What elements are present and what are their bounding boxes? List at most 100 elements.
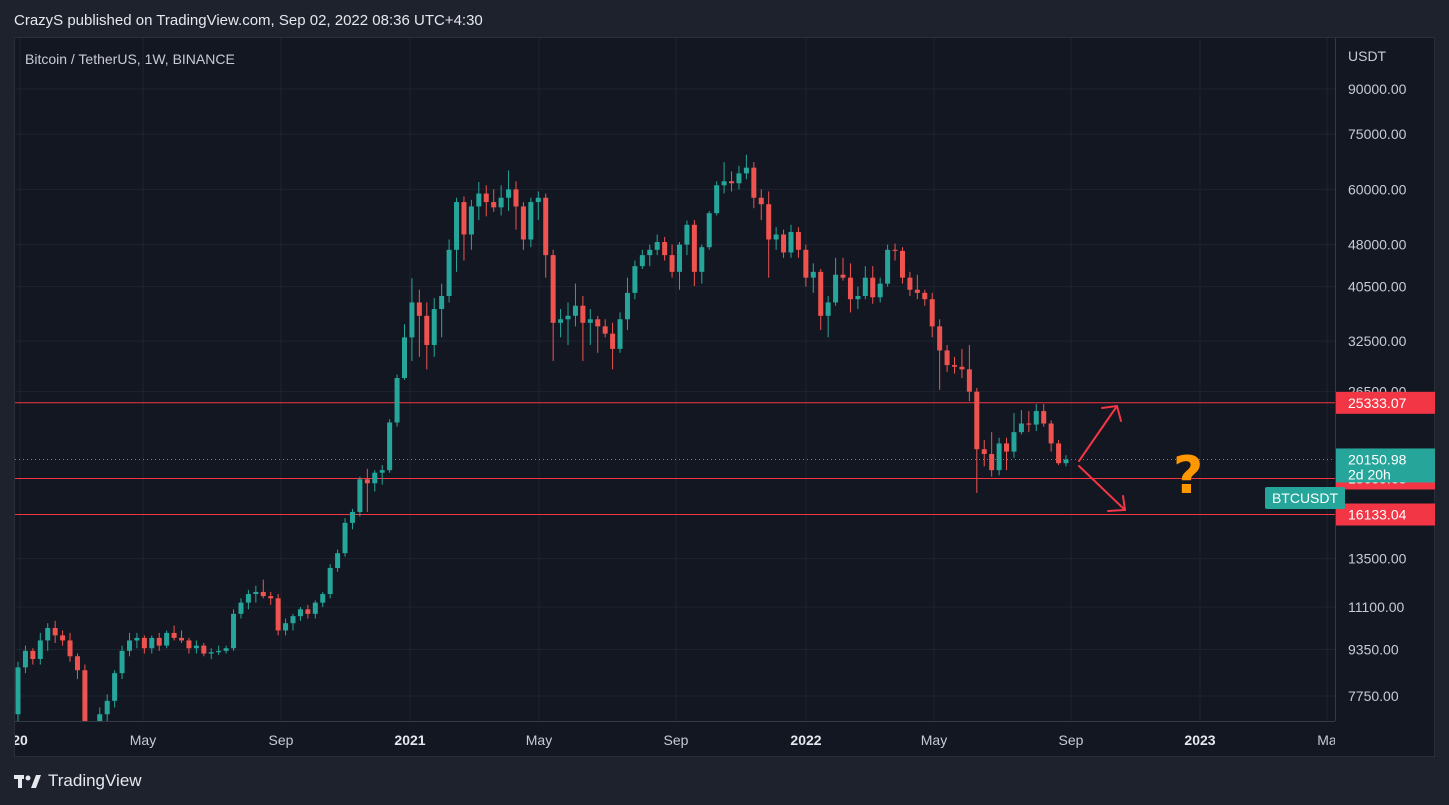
time-axis[interactable]: 20 May Sep 2021 May Sep 2022 May Sep 2023 Ma (15, 721, 1335, 756)
candle-body (922, 292, 928, 300)
candle-down (461, 196, 467, 261)
candle-up (149, 635, 155, 654)
candle-down (60, 630, 66, 646)
candle-body (743, 167, 749, 174)
candle-body (327, 567, 333, 595)
time-tick-label: Sep (664, 732, 689, 748)
candle-body (1011, 432, 1017, 452)
candle-down (966, 344, 972, 402)
price-tick-label: 32500.00 (1348, 333, 1407, 349)
candle-body (974, 391, 980, 450)
candle-body (595, 319, 601, 327)
candle-up (290, 613, 296, 631)
candle-body (238, 602, 244, 614)
candle-body (461, 202, 467, 235)
price-tick-label: 7750.00 (1348, 688, 1399, 704)
level-price-tag (1336, 503, 1435, 526)
candle-down (959, 348, 965, 379)
time-tick-label: Sep (1059, 732, 1084, 748)
price-tick-label: 75000.00 (1348, 126, 1407, 142)
candle-body (104, 700, 110, 715)
candle-down (914, 274, 920, 300)
candle-down (818, 268, 824, 330)
candle-down (305, 604, 311, 619)
candlestick-plot[interactable] (15, 38, 1335, 721)
plot-area[interactable]: Bitcoin / TetherUS, 1W, BINANCE ? (15, 38, 1335, 721)
tradingview-logo-icon (14, 775, 41, 788)
price-tick-label: 9350.00 (1348, 642, 1399, 658)
candle-body (45, 628, 51, 641)
candle-body (520, 206, 526, 240)
candle-body (721, 181, 727, 186)
candle-body (513, 189, 519, 207)
tradingview-brand: TradingView (48, 771, 142, 790)
candle-up (297, 607, 303, 621)
candle-up (587, 309, 593, 345)
candle-up (97, 707, 103, 721)
candle-down (595, 315, 601, 353)
candle-up (223, 645, 229, 654)
candle-body (714, 185, 720, 214)
candle-down (729, 171, 735, 192)
candle-body (662, 242, 668, 256)
candle-body (364, 479, 370, 484)
candle-down (981, 439, 987, 467)
candle-down (929, 292, 935, 338)
time-tick-label: 2023 (1184, 732, 1215, 748)
candle-up (253, 585, 259, 603)
candle-body (37, 640, 43, 659)
time-tick-label: 2022 (790, 732, 821, 748)
candle-up (825, 296, 831, 338)
candle-body (416, 302, 422, 316)
candle-down (491, 189, 497, 212)
candle-down (669, 244, 675, 278)
candle-body (82, 670, 88, 721)
candle-body (245, 594, 251, 603)
candle-body (357, 479, 363, 512)
currency-label: USDT (1348, 48, 1387, 64)
candle-body (186, 640, 192, 649)
candle-body (944, 350, 950, 366)
publish-info: CrazyS published on TradingView.com, Sep… (14, 12, 483, 29)
candle-up (134, 632, 140, 649)
candle-body (550, 255, 556, 323)
candle-body (454, 202, 460, 250)
candle-body (833, 274, 839, 303)
candle-down (892, 243, 898, 261)
candle-body (379, 470, 385, 473)
candle-body (401, 337, 407, 379)
price-scale[interactable]: 90000.00 75000.00 60000.00 48000.00 40500.00… (1335, 38, 1435, 721)
candle-down (662, 236, 668, 261)
candle-body (283, 623, 289, 631)
candle-body (305, 609, 311, 614)
price-tick-label: 11100.00 (1348, 599, 1405, 615)
tradingview-logo[interactable]: TradingView (14, 771, 142, 791)
candle-body (275, 598, 281, 631)
candle-body (788, 232, 794, 253)
chart-container[interactable]: Bitcoin / TetherUS, 1W, BINANCE ? 90000.… (14, 37, 1435, 757)
candle-up (379, 465, 385, 485)
candle-up (699, 244, 705, 284)
time-tick-label: Sep (269, 732, 294, 748)
time-tick-label: 20 (15, 732, 28, 748)
candle-down (580, 296, 586, 361)
candle-body (855, 296, 861, 300)
up-arrow-head (1101, 404, 1122, 422)
current-price-label: 20150.98 (1348, 451, 1407, 467)
arrow-annotations (1078, 404, 1127, 512)
candle-body (74, 656, 80, 671)
candle-body (684, 224, 690, 245)
candle-up (216, 645, 222, 655)
candle-up (1018, 410, 1024, 435)
symbol-price-tag: BTCUSDT (1265, 487, 1345, 509)
candle-up (476, 182, 482, 221)
candle-down (513, 181, 519, 230)
candle-down (840, 257, 846, 281)
candle-body (691, 224, 697, 272)
candle-body (164, 632, 170, 646)
time-tick-label: Ma (1317, 732, 1335, 748)
candle-body (231, 613, 237, 649)
level-price-label: 16133.04 (1348, 507, 1407, 523)
candle-down (74, 653, 80, 680)
candle-body (729, 181, 735, 184)
